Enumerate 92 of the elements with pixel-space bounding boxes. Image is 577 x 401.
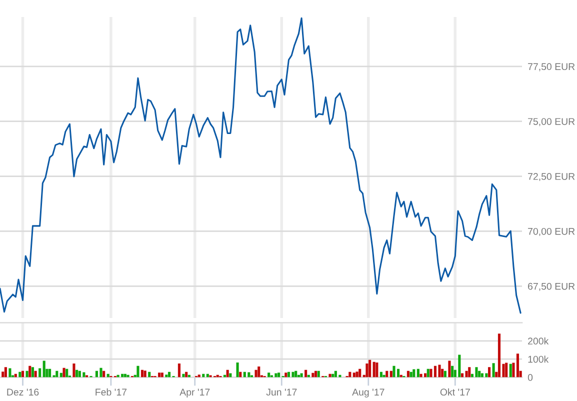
bar <box>386 370 388 378</box>
bar <box>42 360 46 378</box>
bar <box>56 370 58 378</box>
bar <box>328 374 332 378</box>
bar <box>488 367 491 378</box>
y-tick-label: 75,00 EUR <box>528 118 575 126</box>
bar <box>62 368 66 378</box>
bar <box>358 368 362 378</box>
bar <box>420 374 422 378</box>
y-tick-label: 0 <box>528 374 533 381</box>
bar <box>254 370 258 378</box>
bar <box>434 366 437 378</box>
bar <box>441 368 444 378</box>
bar <box>144 370 146 378</box>
y-tick-label: 200k <box>528 337 549 345</box>
bar <box>392 366 396 378</box>
bar <box>100 368 102 378</box>
x-tick-label: Dez '16 <box>7 388 39 396</box>
bar <box>136 366 140 378</box>
bar <box>512 362 515 378</box>
bar <box>226 370 229 378</box>
bar <box>448 360 451 378</box>
bar <box>317 370 320 378</box>
bar <box>430 368 432 378</box>
bar <box>292 372 294 378</box>
bar <box>4 367 7 378</box>
bar <box>416 368 420 378</box>
bar <box>278 372 280 378</box>
bar <box>182 374 185 378</box>
bar <box>444 370 446 378</box>
bar <box>66 368 68 378</box>
bar <box>31 367 34 378</box>
bar <box>284 372 288 378</box>
bar <box>160 372 164 378</box>
bar <box>406 370 410 378</box>
bar <box>314 370 318 378</box>
bar <box>438 364 441 378</box>
bar <box>304 370 308 378</box>
bar <box>236 362 239 378</box>
bar <box>268 372 270 378</box>
bar <box>78 370 81 378</box>
bar <box>76 370 78 378</box>
x-tick-label: Aug '17 <box>352 388 384 398</box>
bar <box>376 362 378 378</box>
bar <box>492 363 495 378</box>
bar <box>28 366 32 378</box>
bar <box>334 370 337 378</box>
bar <box>412 369 416 378</box>
bar <box>26 370 28 378</box>
bar <box>366 363 368 378</box>
bar <box>82 372 86 378</box>
bar <box>451 366 454 378</box>
bar <box>498 334 501 378</box>
y-tick-label: 67,50 EUR <box>528 282 575 291</box>
bar <box>8 368 12 378</box>
bar <box>294 370 298 378</box>
bar <box>140 370 144 378</box>
y-tick-label: 100k <box>528 356 549 363</box>
bar <box>390 370 392 378</box>
bar <box>102 370 106 378</box>
x-tick-label: Jun '17 <box>266 388 297 396</box>
bar <box>248 372 250 378</box>
bar <box>352 372 356 378</box>
bar <box>158 372 161 378</box>
bar <box>396 368 400 378</box>
y-tick-label: 72,50 EUR <box>528 173 575 182</box>
y-tick-label: 70,00 EUR <box>528 228 575 236</box>
bar <box>372 362 376 378</box>
bar <box>356 372 358 378</box>
x-tick-label: Okt '17 <box>440 388 470 396</box>
bar <box>38 368 42 378</box>
x-tick-label: Apr '17 <box>180 388 210 398</box>
bar <box>368 360 372 378</box>
line-series <box>0 17 522 314</box>
bar <box>465 370 468 378</box>
bar <box>126 374 130 378</box>
bar <box>509 364 512 378</box>
bar <box>72 363 76 378</box>
bar <box>478 370 481 378</box>
bar <box>426 368 430 378</box>
bar <box>475 367 478 378</box>
bar <box>34 370 37 378</box>
bar <box>21 370 24 378</box>
y-tick-label: 77,50 EUR <box>528 63 575 72</box>
bar <box>178 363 180 378</box>
bar <box>48 368 52 378</box>
bar <box>468 367 471 378</box>
x-tick-label: Feb '17 <box>96 388 127 396</box>
bar <box>458 354 461 378</box>
bar <box>516 354 520 378</box>
bar <box>505 362 508 378</box>
bar <box>258 366 260 378</box>
